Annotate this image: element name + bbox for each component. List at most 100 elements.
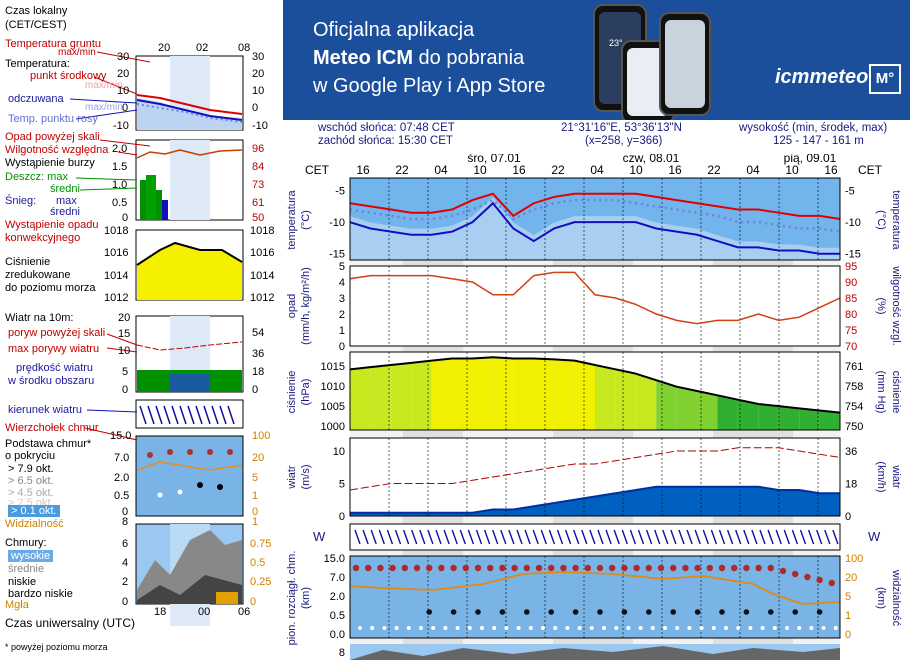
wind-arrow: [629, 529, 637, 545]
elevation-label: wysokość (min, środek, max): [739, 122, 888, 134]
cloud-top-dot: [584, 564, 591, 572]
wind-arrow: [564, 529, 572, 545]
legend-connectors-green: [75, 177, 138, 191]
legend-wind-mini: [136, 341, 243, 392]
hour-tick: 10: [473, 163, 487, 177]
pressure-tick: 1015: [321, 361, 345, 373]
cloud-base-dot-low: [431, 626, 436, 630]
cloud-top-dot: [804, 573, 811, 581]
cloudbase-panel-frame: [349, 555, 841, 639]
wind-arrow: [824, 529, 831, 545]
cloud-top-dot: [609, 564, 616, 572]
cloud-base-dot-low: [467, 626, 472, 630]
cloudbase-tick: 7.0: [330, 572, 345, 584]
temp-tick-r: -10: [252, 120, 268, 132]
cloud-base-dot-low: [382, 626, 387, 630]
precip-tick-r: 84: [252, 161, 265, 173]
cloud-base-dot-low: [589, 626, 594, 630]
cloud-top-dot: [755, 564, 762, 572]
cloud-top-dot: [645, 564, 652, 572]
wind-arrow: [427, 529, 434, 545]
visibility-tick: 20: [845, 572, 857, 584]
precip-tick: 0: [339, 341, 345, 353]
precip-tick: 3: [339, 293, 345, 305]
wind-arrow: [581, 529, 588, 545]
cloud-base-dot-low: [528, 626, 533, 630]
cloud-base-dot-low: [419, 626, 423, 630]
dew-label: Temp. punktu rosy: [8, 113, 98, 125]
wind-arrow: [718, 529, 726, 545]
pres-tick-l: 1018: [104, 225, 129, 237]
pressure-area: [778, 406, 800, 430]
utc-tick: 18: [154, 606, 167, 618]
precip-tick-l: 1.0: [112, 179, 128, 191]
wind-arrow: [492, 529, 499, 545]
cloud-base-dot-low: [687, 626, 692, 630]
cloud-top-dot: [621, 564, 628, 572]
pressure-area: [411, 360, 432, 430]
winddir-compass-right: W: [868, 529, 881, 544]
cloud-base-dot-low: [443, 626, 448, 630]
footnote: * powyżej poziomu morza: [5, 642, 108, 652]
cloud-top-dot: [474, 564, 482, 572]
cloud-base-dot-low: [760, 626, 765, 630]
pressure-tick-r: 750: [845, 421, 863, 433]
feels-like-line: [349, 201, 840, 255]
vis-tick-l: 8: [122, 516, 129, 528]
wind-arrow: [467, 529, 475, 545]
pressure-area: [554, 359, 575, 430]
wind-speed-label2: w środku obszaru: [8, 375, 95, 387]
utc-tick: 00: [198, 606, 211, 618]
wind-speed-area: [350, 486, 840, 516]
cloud-base-dot: [426, 609, 432, 615]
max-min-label: max/min: [85, 80, 123, 91]
temp-range-area: [350, 197, 840, 260]
banner-line2-rest: do pobrania: [413, 47, 525, 69]
local-tick: 02: [196, 42, 209, 54]
wind-arrow: [411, 529, 418, 545]
cloudbase-tick: 0.5: [330, 610, 345, 622]
wind-tick-l: 15: [118, 328, 131, 340]
cloud-base-dot-low: [577, 626, 582, 630]
cloud-top-dot: [706, 564, 713, 572]
wind-gust-line: [349, 447, 841, 491]
wind-arrow: [686, 529, 693, 545]
wind-arrow: [435, 529, 442, 545]
app-promo-banner[interactable]: Oficjalna aplikacja Meteo ICM do pobrani…: [283, 0, 910, 120]
wind-arrow: [726, 529, 734, 545]
cloudbase-panel-bg: [350, 556, 840, 638]
cloud-base-dot-low: [406, 626, 411, 630]
wind-tick: 5: [339, 479, 345, 491]
precip-tick-r: 73: [252, 179, 265, 191]
pressure-area: [472, 357, 493, 430]
wind-panel-frame: [349, 437, 841, 517]
cloud-top-dot: [426, 564, 433, 572]
cloud-base-dot: [816, 609, 823, 615]
precip-occ-label2: konwekcyjnego: [5, 232, 81, 244]
cloud-base-dot: [743, 609, 750, 615]
wind-arrow: [394, 529, 402, 545]
cloud-base-dot-low: [797, 626, 802, 630]
pressure-area: [758, 404, 779, 430]
winddir-panel-bg: [350, 524, 840, 550]
pressure-tick: 1000: [321, 421, 345, 433]
humidity-tick: 85: [845, 293, 857, 305]
precip-panel-bg: [350, 266, 840, 346]
wind-arrow: [816, 529, 823, 545]
cloud-base-dot: [499, 609, 506, 615]
temp-tick-r: 30: [252, 51, 265, 63]
cloud-base-dot-low: [492, 626, 497, 630]
wind-arrow: [694, 529, 701, 545]
cloud-top-dot: [462, 564, 469, 572]
cloud-base-label: Podstawa chmur*: [5, 438, 92, 450]
ground-temp-label: Temperatura gruntu: [5, 38, 101, 50]
pressure-tick: 1010: [321, 381, 345, 393]
cloud-base-dot: [670, 609, 676, 615]
wind-arrow: [451, 529, 458, 545]
legend-pressure-mini: [136, 241, 243, 300]
legend-mini-plots: [135, 55, 244, 605]
wind-arrow: [621, 529, 628, 545]
cb-tick-r: 0: [252, 506, 259, 518]
wind-arrow: [767, 529, 774, 545]
clouds-label: Chmury:: [5, 537, 47, 549]
